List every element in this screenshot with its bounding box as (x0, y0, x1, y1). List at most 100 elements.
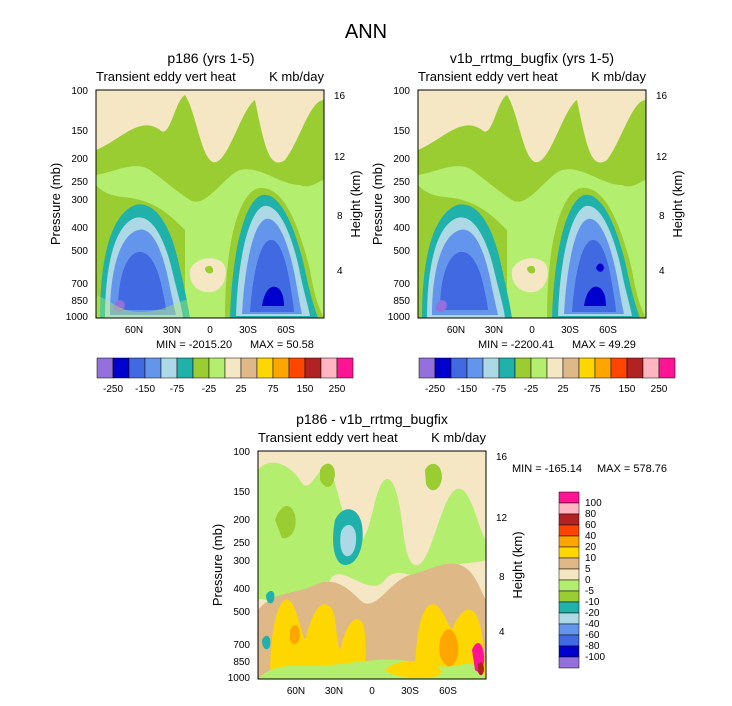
panel-1-ytick: 150 (71, 126, 88, 137)
panel-1-xtick: 0 (207, 325, 213, 336)
cb2-swatch (418, 357, 436, 379)
panel-3-yrtick: 16 (496, 452, 508, 463)
cb3-swatch (558, 601, 580, 614)
panel-2-ytick: 100 (393, 86, 410, 97)
panel-3: p186 - v1b_rrtmg_bugfix Transient eddy v… (210, 411, 667, 697)
panel-2-subtitle-left: Transient eddy vert heat (418, 69, 558, 84)
panel-1-frame (95, 89, 325, 319)
cb2-label: 75 (589, 384, 601, 395)
panel-3-ytick: 250 (233, 538, 250, 549)
cb2-label: 25 (557, 384, 569, 395)
panel-2-y-ticks: 100 150 200 250 300 400 500 700 850 1000 (388, 86, 411, 323)
cb2-label: 150 (619, 384, 636, 395)
cb3-swatch (558, 568, 580, 581)
panel-1-xtick: 60S (277, 325, 295, 336)
panel-3-min: MIN = -165.14 (512, 463, 582, 475)
cb1-swatch (288, 357, 306, 379)
cb1-swatch (192, 357, 210, 379)
panel-3-ytick: 1000 (228, 673, 251, 684)
cb1-swatch (208, 357, 226, 379)
cb1-swatch (272, 357, 290, 379)
panel-2-ylabel: Pressure (mb) (370, 163, 385, 245)
cb1-label: -75 (170, 384, 185, 395)
panel-1-max: MAX = 50.58 (250, 339, 314, 351)
panel-1-ytick: 850 (71, 296, 88, 307)
panel-1-xtick: 60N (125, 325, 143, 336)
panel-3-xtick: 30S (401, 686, 419, 697)
panel-3-ylabel: Pressure (mb) (210, 524, 225, 606)
cb3-label: -10 (585, 597, 600, 608)
panel-1-ylabel: Pressure (mb) (48, 163, 63, 245)
cb3-swatch (558, 612, 580, 625)
panel-1-ytick: 200 (71, 154, 88, 165)
cb3-label: 60 (585, 520, 597, 531)
cb3-swatch (558, 546, 580, 559)
cb1-label: -25 (202, 384, 217, 395)
cb1-swatch (224, 357, 242, 379)
panel-3-ylabel-right: Height (km) (510, 531, 525, 598)
panel-1-ytick: 400 (71, 223, 88, 234)
cb1-label: 75 (267, 384, 279, 395)
panel-3-y-ticks: 100 150 200 250 300 400 500 700 850 1000 (228, 447, 251, 684)
cb2-swatch (466, 357, 484, 379)
panel-3-ytick: 850 (233, 657, 250, 668)
cb3-label: 100 (585, 498, 602, 509)
panel-3-max: MAX = 578.76 (597, 463, 667, 475)
panel-2-ytick: 400 (393, 223, 410, 234)
cb2-swatch (546, 357, 564, 379)
panel-2-ylabel-right: Height (km) (670, 170, 685, 237)
cb2-swatch (642, 357, 660, 379)
panel-3-subtitle-right: K mb/day (431, 430, 486, 445)
cb3-swatch (558, 513, 580, 526)
cb2-label: -150 (457, 384, 477, 395)
panel-2-ytick: 700 (393, 279, 410, 290)
panel-2-xtick: 60S (599, 325, 617, 336)
cb2-swatch (610, 357, 628, 379)
cb2-swatch (530, 357, 548, 379)
panel-2-contour-field (418, 90, 646, 318)
panel-2-xtick: 30N (485, 325, 503, 336)
cb1-swatch (176, 357, 194, 379)
panel-1-contour-field (96, 90, 324, 318)
panel-1-yrtick: 8 (337, 211, 343, 222)
panel-3-ytick: 100 (233, 447, 250, 458)
panel-3-ytick: 700 (233, 640, 250, 651)
panel-2-xtick: 60N (447, 325, 465, 336)
cb1-swatch (144, 357, 162, 379)
panel-3-xtick: 60N (287, 686, 305, 697)
cb2-swatch (450, 357, 468, 379)
panel-3-yrtick: 8 (499, 572, 505, 583)
panel-2-ytick: 850 (393, 296, 410, 307)
cb1-swatch (336, 357, 354, 379)
panel-3-ytick: 500 (233, 607, 250, 618)
panel-2-frame (417, 89, 647, 319)
cb2-swatch (578, 357, 596, 379)
panel-2-ytick: 250 (393, 177, 410, 188)
panel-1-yrtick: 12 (334, 152, 346, 163)
panel-2-ytick: 300 (393, 195, 410, 206)
cb3-label: -20 (585, 608, 600, 619)
cb3-swatch (558, 590, 580, 603)
cb2-swatch (498, 357, 516, 379)
panel-2: v1b_rrtmg_bugfix (yrs 1-5) Transient edd… (370, 50, 685, 395)
panel-2-ytick: 500 (393, 246, 410, 257)
panel-1-ytick: 250 (71, 177, 88, 188)
panel-2-yrtick: 12 (656, 152, 668, 163)
cb3-label: -100 (585, 652, 605, 663)
panel-1-yrtick: 16 (334, 91, 346, 102)
cb2-swatch (626, 357, 644, 379)
cb3-swatch (558, 623, 580, 636)
panel-1-y-right-ticks: 16 12 8 4 (334, 91, 346, 277)
panel-2-x-ticks: 60N 30N 0 30S 60S (447, 325, 617, 336)
cb1-swatch (256, 357, 274, 379)
cb3-label: -80 (585, 641, 600, 652)
panel-2-xtick: 0 (529, 325, 535, 336)
panel-1-title: p186 (yrs 1-5) (167, 50, 254, 66)
panel-2-ytick: 1000 (388, 312, 411, 323)
panel-2-y-right-ticks: 16 12 8 4 (656, 91, 668, 277)
cb3-swatch (558, 645, 580, 658)
panel-3-colorbar: 100 80 60 40 20 10 5 0 -5 -10 -20 -40 -6… (558, 491, 605, 669)
cb3-label: 80 (585, 509, 597, 520)
panel-3-yrtick: 4 (499, 627, 505, 638)
cb3-label: -40 (585, 619, 600, 630)
